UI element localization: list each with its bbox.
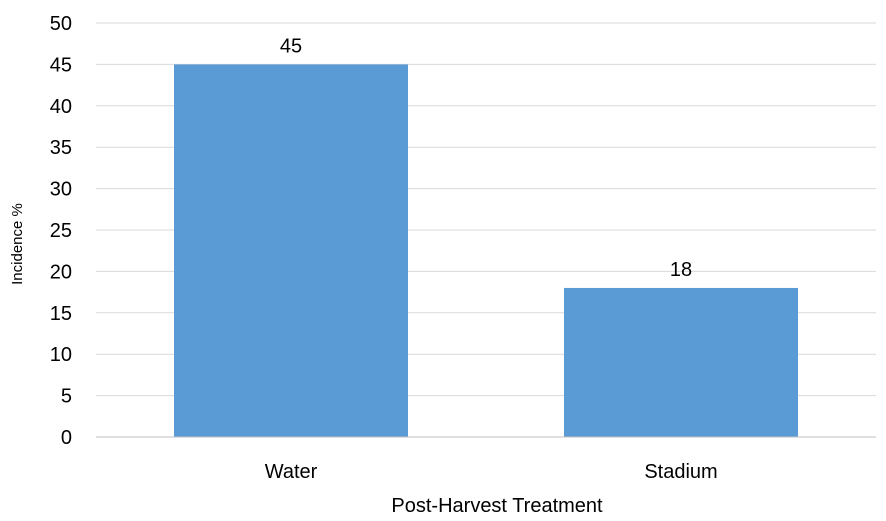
- bar-stadium: [564, 287, 798, 437]
- y-tick-label: 25: [50, 220, 72, 242]
- y-tick-label: 50: [50, 13, 72, 35]
- data-label-stadium: 18: [670, 259, 692, 281]
- y-tick-label: 35: [50, 137, 72, 159]
- x-tick-label: Water: [265, 461, 318, 483]
- data-label-water: 45: [280, 35, 302, 57]
- y-tick-label: 15: [50, 303, 72, 325]
- x-tick-label: Stadium: [644, 461, 717, 483]
- y-tick-label: 45: [50, 54, 72, 76]
- y-axis-ticks: 0 5 10 15 20 25 30 35 40 45 50: [50, 13, 72, 449]
- data-labels: 45 18: [280, 35, 692, 281]
- x-axis-ticks: Water Stadium: [265, 461, 718, 483]
- bars: [174, 64, 798, 438]
- y-tick-label: 10: [50, 344, 72, 366]
- y-tick-label: 20: [50, 261, 72, 283]
- x-axis-title: Post-Harvest Treatment: [391, 495, 603, 517]
- y-tick-label: 5: [61, 386, 72, 408]
- bar-water: [174, 64, 408, 438]
- y-tick-label: 40: [50, 96, 72, 118]
- y-tick-label: 0: [61, 427, 72, 449]
- y-axis-title: Incidence %: [9, 203, 26, 285]
- y-tick-label: 30: [50, 179, 72, 201]
